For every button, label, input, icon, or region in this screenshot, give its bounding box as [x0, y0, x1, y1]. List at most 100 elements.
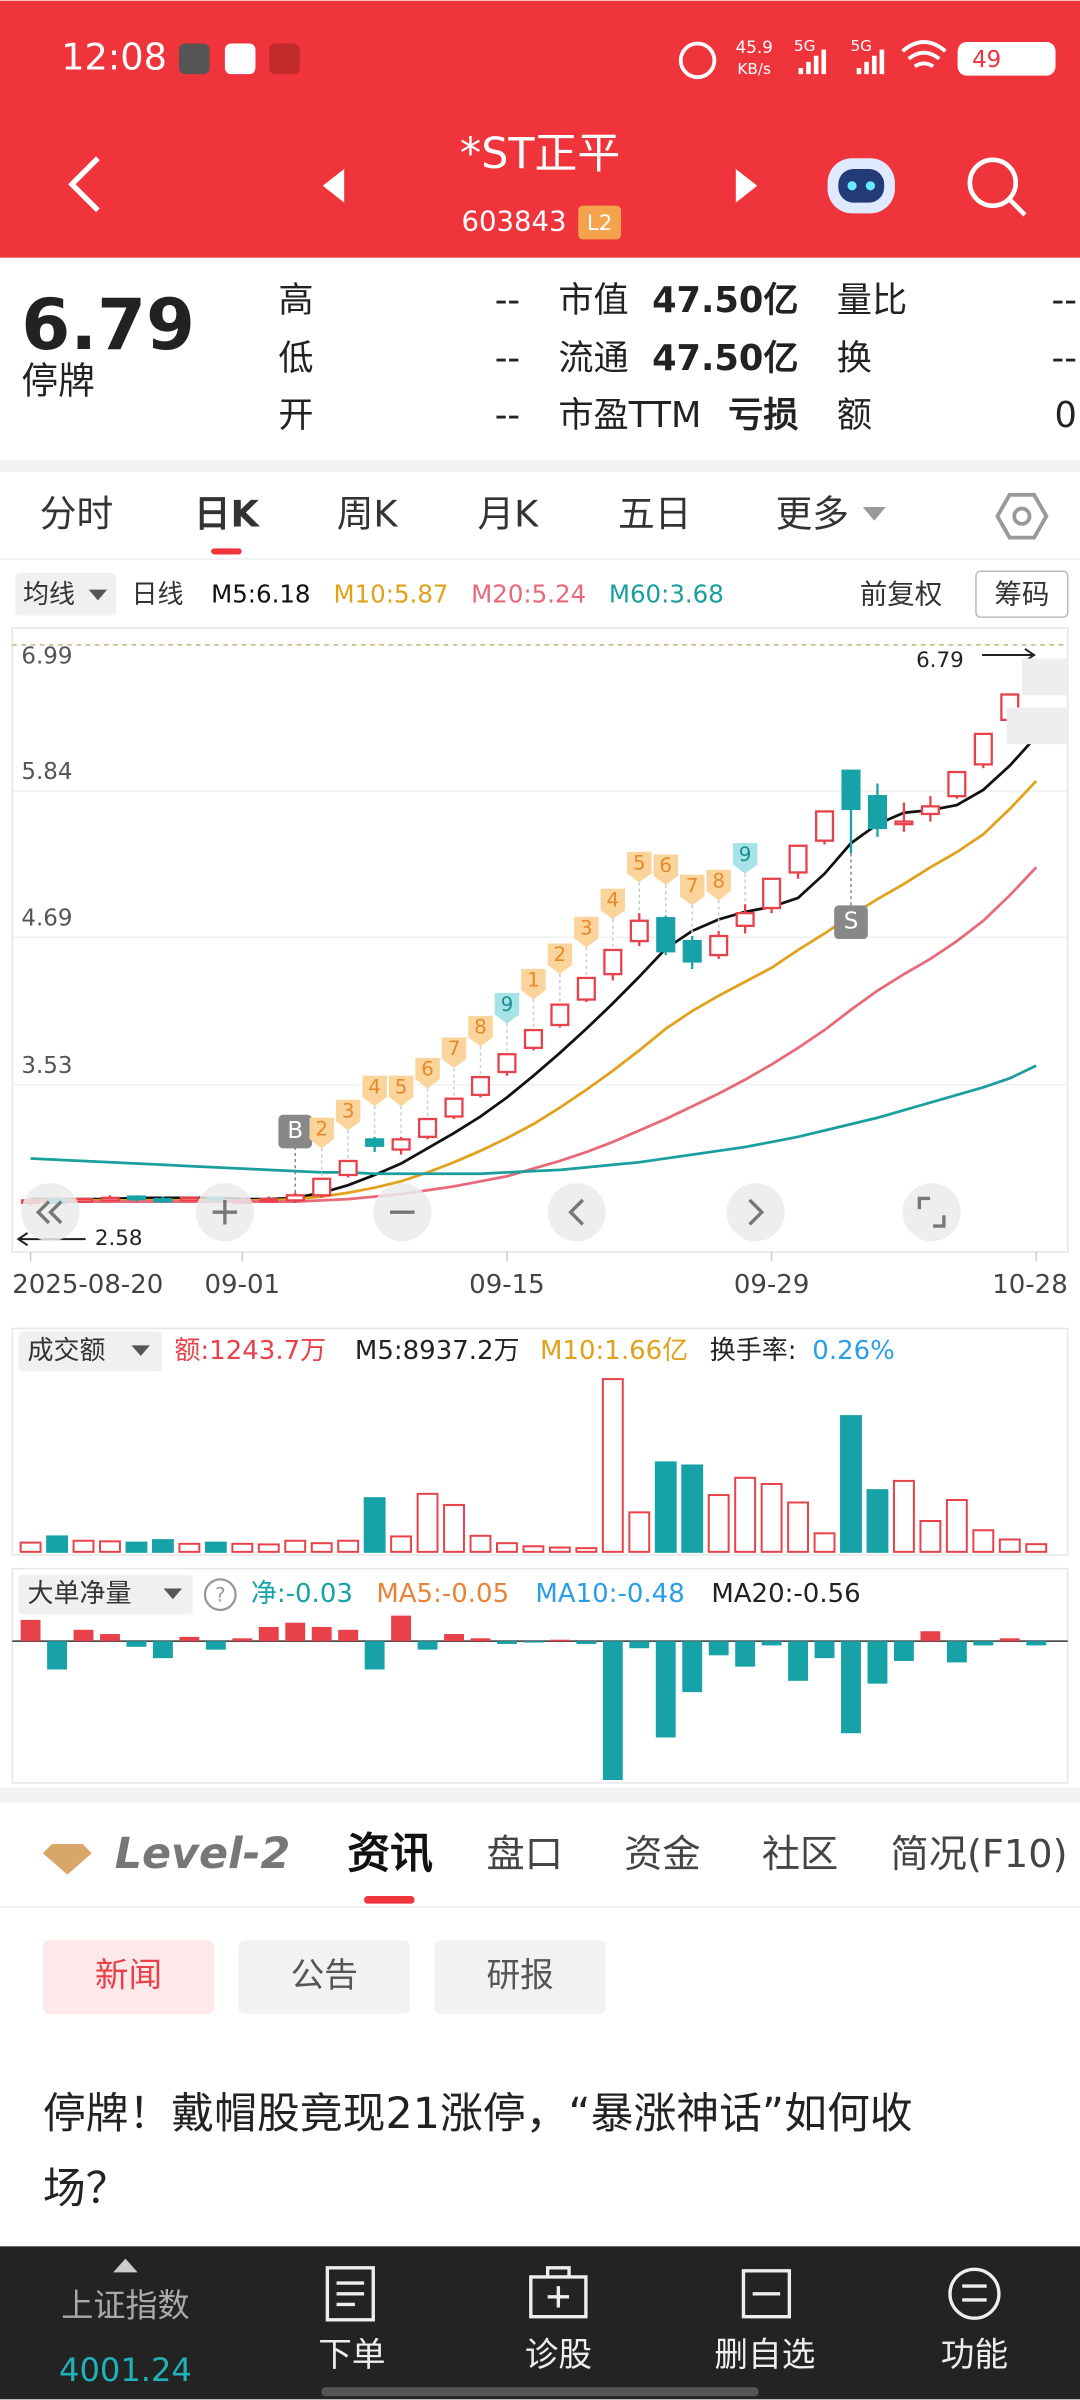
signal-marker — [834, 905, 868, 940]
right-button[interactable] — [726, 1183, 785, 1242]
adjust-label[interactable]: 前复权 — [860, 579, 943, 611]
prev-stock[interactable] — [322, 168, 345, 203]
notif-icon — [269, 43, 300, 75]
td-count: 1 — [527, 969, 540, 992]
volume-bar — [310, 1542, 333, 1553]
net-type: 5G — [850, 37, 872, 55]
period-tab[interactable]: 更多 — [776, 493, 849, 536]
info-tab[interactable]: 盘口 — [486, 1833, 562, 1877]
nav-item[interactable]: 功能 — [941, 2335, 1008, 2374]
chips-button[interactable] — [975, 570, 1069, 618]
netflow-bar — [47, 1641, 68, 1670]
info-tab[interactable]: 社区 — [762, 1833, 838, 1877]
period-tab[interactable]: 日K — [194, 493, 261, 536]
volume-bar — [654, 1461, 677, 1553]
expand-arrow[interactable] — [113, 2258, 138, 2273]
netflow-selector[interactable] — [18, 1574, 193, 1615]
net-label: 净:-0.03 — [251, 1579, 353, 1609]
l2-badge-text: L2 — [587, 211, 613, 236]
level2-label[interactable]: Level-2 — [115, 1829, 291, 1879]
back-button[interactable] — [68, 156, 100, 213]
quote-value: 47.50亿 — [652, 280, 798, 321]
battery — [957, 41, 1056, 76]
ma20-label: M20:5.24 — [471, 580, 586, 609]
volume-bar — [787, 1501, 810, 1553]
volume-bar — [204, 1541, 227, 1553]
period-tab[interactable]: 分时 — [40, 493, 113, 536]
control-icons — [35, 1196, 946, 1228]
left-button[interactable] — [547, 1183, 606, 1242]
td-count: 9 — [501, 993, 514, 1016]
candle-body — [365, 1138, 385, 1147]
x-tick-label: 09-29 — [734, 1270, 810, 1300]
news-chip[interactable] — [238, 1940, 410, 2014]
net-ma10-label: MA10:-0.48 — [535, 1579, 684, 1609]
volume-bar — [46, 1535, 68, 1553]
volume-bar — [628, 1511, 651, 1553]
td-count: 8 — [474, 1016, 487, 1039]
signal-text: B — [287, 1118, 303, 1144]
info-tab[interactable]: 资讯 — [347, 1829, 433, 1879]
help-text: ? — [215, 1584, 226, 1607]
candle-body — [391, 1138, 411, 1151]
td-marker — [468, 1015, 493, 1047]
candle-body — [523, 1028, 543, 1050]
netflow-bar — [655, 1641, 676, 1738]
search-button[interactable] — [967, 157, 1019, 208]
candle-body — [126, 1195, 147, 1201]
period-tab[interactable]: 五日 — [618, 493, 691, 536]
chart-controls — [21, 1183, 961, 1242]
quote-label: 换 — [837, 338, 872, 379]
next-stock[interactable] — [735, 168, 758, 203]
volume-bar — [575, 1547, 598, 1553]
volume-frame — [11, 1327, 1069, 1556]
period-tab[interactable]: 周K — [337, 493, 399, 536]
candle-body — [153, 1197, 173, 1203]
l2-badge — [578, 205, 622, 240]
netflow-bar — [682, 1641, 703, 1693]
volume-bar — [601, 1378, 624, 1553]
nav-item[interactable]: 诊股 — [525, 2335, 592, 2374]
volume-bar — [1025, 1543, 1048, 1553]
volume-selector[interactable] — [18, 1331, 163, 1372]
tab-underline — [364, 1896, 415, 1904]
nav-item[interactable]: 删自选 — [714, 2335, 815, 2374]
candle-body — [656, 917, 676, 953]
headline[interactable]: 停牌！戴帽股竟现21涨停，“暴涨神话”如何收 — [43, 2089, 913, 2139]
nav-item[interactable]: 下单 — [318, 2335, 385, 2374]
ma-selector[interactable] — [15, 572, 117, 616]
netflow-bar — [735, 1641, 756, 1667]
news-chip[interactable] — [434, 1940, 606, 2014]
time: 12:08 — [61, 35, 167, 78]
volume-bar — [469, 1534, 492, 1553]
td-marker — [335, 1099, 361, 1131]
netflow-bar — [761, 1641, 782, 1646]
period-tab[interactable]: 月K — [477, 493, 539, 536]
index-name[interactable]: 上证指数 — [61, 2287, 189, 2325]
netflow-bar — [708, 1641, 729, 1656]
info-tab[interactable]: 简况(F10) — [891, 1833, 1068, 1877]
ma10-label: M10:5.87 — [333, 580, 448, 609]
netflow-bar — [311, 1626, 332, 1642]
news-chip[interactable] — [42, 1940, 215, 2014]
netflow-bar — [999, 1638, 1020, 1642]
dropdown-arrow — [163, 1588, 183, 1600]
help-icon[interactable] — [203, 1578, 237, 1612]
divider — [0, 459, 1080, 472]
netflow-chart — [12, 1615, 1068, 1780]
info-tab[interactable]: 资金 — [624, 1833, 700, 1877]
fullscreen-button[interactable] — [902, 1183, 961, 1242]
candle-body — [312, 1177, 332, 1197]
headline[interactable]: 场？ — [43, 2164, 129, 2214]
td-marker — [441, 1037, 467, 1069]
netflow-bar — [179, 1636, 200, 1642]
volume-bar — [866, 1489, 889, 1553]
volume-bar — [496, 1542, 518, 1553]
candle-body — [418, 1117, 438, 1138]
dropdown-arrow — [862, 507, 886, 521]
x-tick-label: 2025-08-20 — [12, 1270, 163, 1300]
settings-button[interactable] — [995, 492, 1049, 540]
amount-label: 额:1243.7万 — [174, 1336, 326, 1366]
